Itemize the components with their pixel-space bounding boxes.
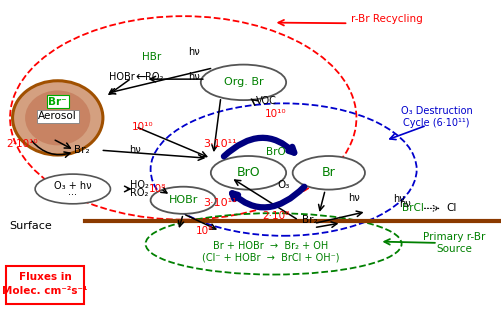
Text: Surface: Surface [9,221,52,231]
Text: 2·10¹⁰: 2·10¹⁰ [6,139,38,149]
Text: ...: ... [68,187,77,197]
Text: 10⁸: 10⁸ [148,184,166,194]
Text: r-Br Recycling: r-Br Recycling [351,14,422,24]
Text: hν: hν [392,194,404,203]
Text: 3·10¹¹: 3·10¹¹ [203,139,236,149]
Ellipse shape [13,81,103,155]
Text: Br₂: Br₂ [74,145,90,155]
Text: hν: hν [347,193,359,203]
FancyBboxPatch shape [6,266,84,304]
Text: HOBr: HOBr [109,72,135,82]
Text: Molec. cm⁻²s⁻¹: Molec. cm⁻²s⁻¹ [3,287,88,296]
Text: hν: hν [398,199,410,209]
Ellipse shape [210,156,286,190]
Text: Org. Br: Org. Br [223,78,263,87]
Text: O₃ + hν: O₃ + hν [54,181,91,191]
Text: HOBr: HOBr [168,195,197,205]
Text: 10¹⁰: 10¹⁰ [264,109,286,119]
Text: HBr: HBr [141,53,160,62]
Text: BrO: BrO [236,166,260,179]
Ellipse shape [25,90,90,145]
Text: Fluxes in: Fluxes in [19,272,72,282]
Text: Br + HOBr  →  Br₂ + OH
(Cl⁻ + HOBr  →  BrCl + OH⁻): Br + HOBr → Br₂ + OH (Cl⁻ + HOBr → BrCl … [202,241,339,263]
Text: Cl: Cl [446,203,456,213]
Text: 10⁸: 10⁸ [195,226,213,236]
Text: VOC: VOC [256,96,277,106]
Ellipse shape [150,187,215,214]
Text: hν: hν [188,47,199,57]
Text: Aerosol: Aerosol [38,111,77,121]
Text: Primary r-Br
Source: Primary r-Br Source [422,232,484,254]
Text: BrCl: BrCl [401,203,423,213]
Text: RO₂: RO₂ [144,72,163,82]
Text: Br⁻: Br⁻ [48,97,67,107]
Text: HO₂: HO₂ [129,181,148,190]
Text: 2·10⁸: 2·10⁸ [262,211,290,221]
Text: hν: hν [129,145,141,155]
Text: Br₂: Br₂ [302,215,317,225]
Text: O₃ Destruction
Cycle (6·10¹¹): O₃ Destruction Cycle (6·10¹¹) [400,106,471,128]
Text: 10¹⁰: 10¹⁰ [132,122,153,132]
Text: Br: Br [321,166,335,179]
Text: 3·10¹¹: 3·10¹¹ [203,198,236,207]
Ellipse shape [200,65,286,100]
Text: O₃: O₃ [277,180,289,190]
Ellipse shape [292,156,364,190]
Text: ←: ← [135,70,146,83]
Text: RO₂: RO₂ [129,188,148,197]
Text: hν: hν [188,72,199,82]
Text: BrO: BrO [266,148,286,157]
Ellipse shape [35,174,110,204]
